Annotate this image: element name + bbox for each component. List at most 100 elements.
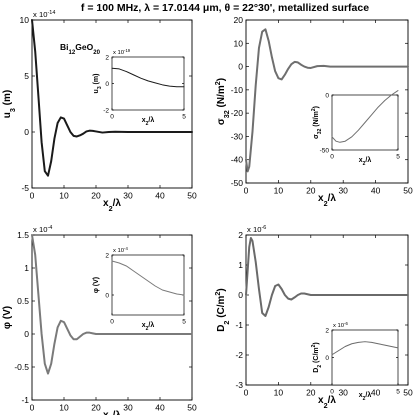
panel-D2-exponent-power: -6	[261, 225, 266, 231]
inset-u3-ytick-label: 2	[105, 54, 109, 61]
inset-u3-frame	[111, 56, 185, 111]
inset-u3-ylabel-tail: (m)	[93, 74, 100, 87]
inset-phi-xtick-label: 0	[110, 319, 114, 326]
panel-D2-series-line-0	[245, 237, 409, 317]
inset-u3-xlabel-tail: /λ	[148, 116, 154, 124]
inset-D2-xlabel-sub: 2	[363, 396, 366, 402]
panel-phi-ytick-label: 1	[24, 263, 29, 273]
inset-u3-exponent-power: -19	[124, 48, 131, 53]
panel-u3-xtick-label: 10	[59, 191, 69, 201]
inset-sigma32-ytick-label: 0	[325, 92, 329, 99]
inset-sigma32-ylabel-end: )	[313, 106, 320, 108]
panel-sigma32-frame	[245, 19, 409, 184]
inset-sigma32-xlabel: x2/λ	[359, 156, 372, 167]
inset-phi-series-line-0	[111, 260, 185, 296]
inset-D2-xlabel-tail: /λ	[365, 391, 371, 399]
panel-sigma32-ylabel-tail: (N/m	[216, 85, 227, 110]
inset-D2-exponent-base: x 10	[333, 323, 345, 329]
panel-sigma32-xlabel-tail: /λ	[328, 193, 337, 204]
inset-D2-exponent-power: -6	[344, 321, 348, 326]
panel-sigma32-ytick-label: 0	[238, 62, 243, 72]
panel-phi-xtick-label: 10	[59, 403, 69, 413]
panel-D2-exponent-base: x 10	[247, 225, 261, 234]
panel-phi-exponent-power: -4	[47, 225, 52, 231]
inset-D2-ylabel: D2 (C/m2)	[311, 342, 323, 372]
panel-phi-exponent: x 10-4	[33, 225, 52, 234]
panel-D2-xtick-label: 30	[338, 388, 348, 398]
inset-phi-xlabel-sub: 2	[146, 326, 149, 332]
inset-u3-xlabel-main: x	[142, 117, 146, 124]
panel-sigma32-ytick-label: 10	[234, 38, 244, 48]
inset-sigma32-ylabel-tail: (N/m	[313, 111, 320, 129]
panel-u3-ytick-label: -5	[21, 183, 29, 193]
inset-D2-ylabel-main: D	[313, 368, 320, 373]
panel-u3-xtick-label: 20	[91, 191, 101, 201]
panel-sigma32-ytick-label: -10	[231, 85, 244, 95]
inset-sigma32-xlabel-tail: /λ	[365, 156, 371, 164]
inset-D2-xlabel: x2/λ	[359, 391, 372, 402]
inset-sigma32-ylabel: σ32 (N/m2)	[311, 106, 323, 139]
panel-sigma32-xlabel: x2/λ	[318, 193, 336, 208]
inset-u3-exponent-base: x 10	[113, 50, 125, 56]
panel-D2-xtick-label: 0	[244, 388, 249, 398]
figure-title: f = 100 MHz, λ = 17.0144 μm, θ = 22°30',…	[81, 2, 369, 14]
panel-D2-ytick-label: -3	[235, 380, 243, 390]
panel-sigma32-ylabel-main: σ	[216, 118, 227, 125]
panel-u3-xlabel-main: x	[103, 198, 109, 209]
annotation-part-3: 20	[93, 49, 100, 56]
panel-D2-ytick-label: -2	[235, 350, 243, 360]
panel-sigma32-xtick-label: 50	[403, 186, 413, 196]
panel-phi-xtick-label: 50	[187, 403, 197, 413]
inset-D2-ytick-label: 2	[325, 327, 329, 334]
panel-D2-ytick-label: -1	[235, 320, 243, 330]
panel-sigma32-ytick-label: 20	[234, 15, 244, 25]
panel-u3-series-line-0	[31, 19, 193, 177]
panel-u3-ytick-label: 10	[20, 15, 30, 25]
inset-phi-exponent: x 10-4	[113, 246, 128, 255]
panel-phi-ytick-label: -0.5	[14, 362, 29, 372]
inset-D2-ylabel-end: )	[313, 342, 320, 344]
inset-sigma32-ytick-label: -50	[320, 147, 330, 154]
inset-D2-xtick-label: 5	[396, 389, 400, 396]
panel-D2-ytick-label: 2	[238, 230, 243, 240]
inset-phi-xlabel: x2/λ	[142, 321, 155, 332]
panel-u3-xlabel: x2/λ	[103, 198, 121, 213]
panel-sigma32-xlabel-sub: 2	[324, 199, 328, 208]
panel-D2-ylabel: D2 (C/m2)	[213, 288, 231, 332]
inset-phi-xlabel-main: x	[142, 322, 146, 329]
inset-sigma32-ylabel-sup: 2	[311, 108, 317, 111]
panel-sigma32-ylabel: σ32 (N/m2)	[213, 78, 231, 125]
panel-phi-exponent-base: x 10	[33, 225, 47, 234]
inset-D2-xtick-label: 0	[330, 389, 334, 396]
inset-phi-ytick-label: 0	[105, 292, 109, 299]
panel-D2-xlabel-sub: 2	[324, 401, 328, 410]
panel-D2-xtick-label: 50	[403, 388, 413, 398]
panel-u3-ylabel-main: u	[2, 112, 13, 118]
panel-D2-ytick-label: 1	[238, 260, 243, 270]
inset-u3-series-line-0	[111, 67, 185, 88]
panel-D2-xlabel: x2/λ	[318, 395, 336, 410]
panel-u3-xtick-label: 40	[155, 191, 165, 201]
inset-phi-ylabel: φ (V)	[93, 277, 100, 293]
panel-D2-ylabel-sub: 2	[222, 321, 231, 325]
inset-D2-series-line-0	[331, 341, 399, 356]
inset-D2-ytick-label: 0	[325, 355, 329, 362]
panel-D2-xlabel-tail: /λ	[328, 395, 337, 406]
panel-phi-xlabel-main: x	[103, 410, 109, 415]
panel-D2-xlabel-main: x	[318, 395, 324, 406]
inset-phi-exponent-power: -4	[124, 246, 128, 251]
panel-u3-exponent: x 10-14	[33, 10, 55, 19]
panel-u3-frame	[31, 19, 193, 189]
panel-phi-ytick-label: 0.5	[17, 296, 29, 306]
inset-phi-exponent-base: x 10	[113, 248, 125, 254]
inset-sigma32-xtick-label: 0	[330, 154, 334, 161]
inset-phi-ytick-label: 2	[105, 252, 109, 259]
panel-u3-ylabel-sub: 3	[8, 108, 17, 112]
inset-sigma32-xtick-label: 5	[396, 154, 400, 161]
inset-sigma32-ylabel-sub: 32	[317, 128, 323, 134]
